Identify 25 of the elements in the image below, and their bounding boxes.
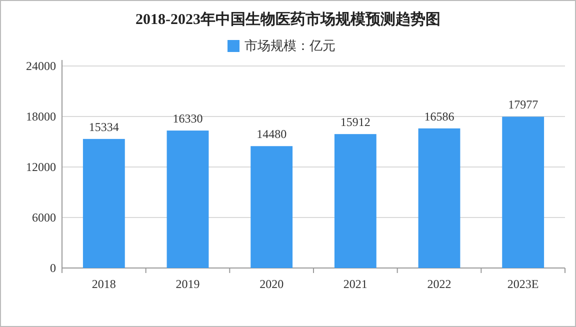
x-tick-label: 2019 [176, 277, 200, 291]
y-tick-label: 12000 [26, 160, 56, 174]
data-label: 14480 [256, 127, 287, 142]
y-tick-label: 6000 [32, 210, 56, 224]
bar [418, 128, 460, 268]
bar [166, 130, 209, 268]
legend-label: 市场规模：亿元 [244, 38, 336, 53]
bar [502, 116, 544, 268]
x-tick-label: 2023E [507, 277, 539, 291]
x-tick-label: 2020 [260, 277, 284, 291]
bar [334, 134, 376, 268]
x-tick-label: 2022 [427, 277, 452, 291]
x-tick-label: 2018 [92, 277, 116, 291]
data-label: 16586 [424, 109, 454, 124]
bar [250, 146, 293, 268]
data-label: 16330 [172, 112, 203, 126]
chart-title: 2018-2023年中国生物医药市场规模预测趋势图 [136, 10, 440, 28]
x-tick-label: 2021 [343, 277, 368, 291]
data-label: 17977 [508, 98, 538, 112]
y-tick-label: 18000 [26, 110, 56, 124]
bar [82, 138, 125, 268]
data-label: 15912 [340, 115, 370, 130]
data-label: 15334 [88, 120, 119, 134]
y-tick-label: 0 [50, 261, 56, 275]
y-tick-label: 24000 [26, 59, 56, 73]
